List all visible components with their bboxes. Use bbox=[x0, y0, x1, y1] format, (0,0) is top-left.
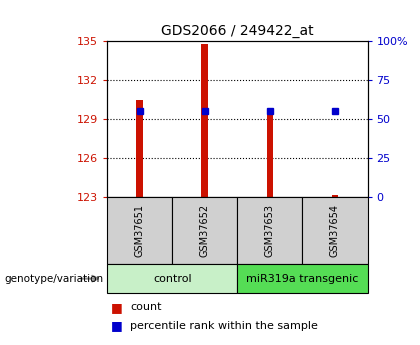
Bar bbox=[202, 44, 208, 197]
Text: ■: ■ bbox=[111, 319, 123, 333]
Text: percentile rank within the sample: percentile rank within the sample bbox=[130, 321, 318, 331]
Text: GSM37654: GSM37654 bbox=[330, 204, 340, 257]
Text: miR319a transgenic: miR319a transgenic bbox=[246, 274, 359, 284]
Bar bbox=[332, 195, 338, 197]
Text: control: control bbox=[153, 274, 192, 284]
Text: GSM37653: GSM37653 bbox=[265, 204, 275, 257]
Text: ■: ■ bbox=[111, 300, 123, 314]
Text: genotype/variation: genotype/variation bbox=[4, 274, 103, 284]
Text: GSM37652: GSM37652 bbox=[200, 204, 210, 257]
Bar bbox=[136, 100, 143, 197]
Text: GSM37651: GSM37651 bbox=[135, 204, 144, 257]
Text: count: count bbox=[130, 302, 162, 312]
Bar bbox=[267, 111, 273, 197]
Title: GDS2066 / 249422_at: GDS2066 / 249422_at bbox=[161, 23, 314, 38]
